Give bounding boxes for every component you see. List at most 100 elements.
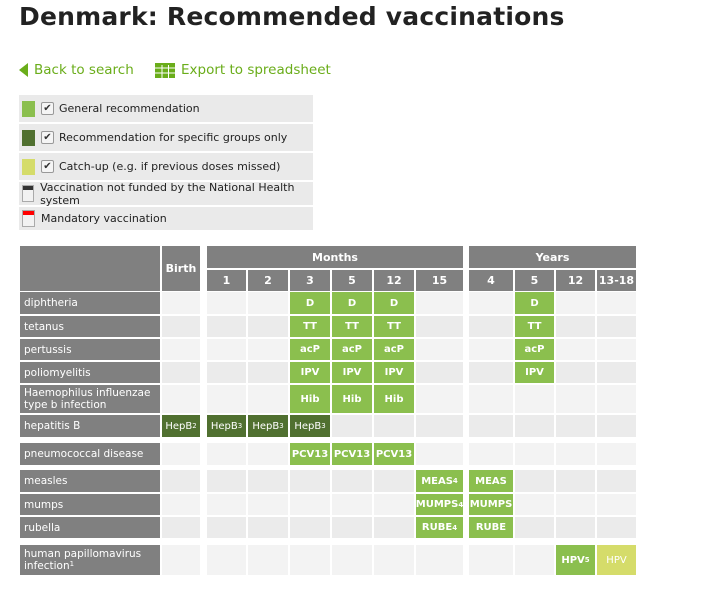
- vaccine-cell-text: RUBE: [421, 522, 453, 533]
- vaccine-cell-text: D: [530, 297, 539, 309]
- vaccine-cell: D: [374, 292, 414, 314]
- spreadsheet-icon: [155, 62, 175, 78]
- empty-cell: [469, 316, 513, 337]
- empty-cell: [597, 494, 636, 515]
- vaccine-cell: PCV13: [332, 443, 372, 465]
- header-years: Years: [469, 246, 636, 268]
- vaccine-cell: TT: [374, 316, 414, 337]
- vaccine-cell-text: D: [347, 297, 357, 309]
- vaccine-cell: IPV: [374, 362, 414, 383]
- vaccine-cell-text: HPV: [606, 554, 627, 566]
- empty-cell: [515, 517, 554, 538]
- vaccine-cell-text: TT: [527, 321, 542, 332]
- vaccine-cell: HepB 3: [207, 415, 246, 437]
- page-title: Denmark: Recommended vaccinations: [19, 2, 565, 31]
- color-swatch: [22, 129, 35, 146]
- header-col-text: 3: [306, 274, 314, 287]
- empty-cell: [469, 443, 513, 465]
- header-col: 15: [416, 270, 463, 291]
- vaccine-cell: IPV: [515, 362, 554, 383]
- empty-cell: [469, 385, 513, 413]
- header-col: 12: [374, 270, 414, 291]
- vaccine-cell-text: Hib: [384, 393, 404, 405]
- empty-cell: [416, 545, 463, 575]
- vaccine-cell: PCV13: [374, 443, 414, 465]
- empty-cell: [207, 362, 246, 383]
- row-label-haemophilus: Haemophilus influenzae type b infection: [20, 385, 160, 413]
- empty-cell: [248, 545, 288, 575]
- vaccine-cell: MEAS 4: [416, 470, 463, 492]
- header-col: 5: [332, 270, 372, 291]
- vaccine-cell: HepB 3: [290, 415, 330, 437]
- empty-cell: [556, 517, 595, 538]
- checkbox[interactable]: ✔: [41, 102, 54, 115]
- vaccine-cell-text: acP: [524, 344, 545, 355]
- vaccine-cell: HPV 5: [556, 545, 595, 575]
- empty-cell: [332, 494, 372, 515]
- row-label-pertussis: pertussis: [20, 339, 160, 360]
- row-label-haemophilus-text: Haemophilus influenzae type b infection: [24, 387, 151, 411]
- empty-cell: [162, 339, 200, 360]
- empty-cell: [556, 316, 595, 337]
- vaccine-cell-text: MEAS: [475, 475, 507, 487]
- empty-cell: [556, 470, 595, 492]
- legend-item[interactable]: ✔ General recommendation: [19, 95, 313, 122]
- legend-label: Vaccination not funded by the National H…: [40, 180, 295, 207]
- legend-item[interactable]: ✔ Recommendation for specific groups only: [19, 124, 313, 151]
- empty-cell: [597, 292, 636, 314]
- header-col-text: 4: [487, 274, 495, 287]
- export-label: Export to spreadsheet: [181, 62, 331, 78]
- vaccine-cell-text: MUMPS: [469, 499, 513, 510]
- vaccine-cell-text: IPV: [300, 367, 320, 378]
- header-birth-text: Birth: [165, 262, 197, 275]
- empty-cell: [374, 517, 414, 538]
- empty-cell: [416, 443, 463, 465]
- empty-cell: [597, 362, 636, 383]
- empty-cell: [248, 494, 288, 515]
- empty-cell: [207, 470, 246, 492]
- vaccine-cell: TT: [290, 316, 330, 337]
- checkbox[interactable]: ✔: [41, 131, 54, 144]
- header-col: 1: [207, 270, 246, 291]
- vaccine-cell: MUMPS: [469, 494, 513, 515]
- empty-cell: [469, 339, 513, 360]
- vaccine-cell-text: Hib: [342, 393, 362, 405]
- empty-cell: [207, 316, 246, 337]
- vaccine-cell: acP: [515, 339, 554, 360]
- empty-cell: [248, 517, 288, 538]
- row-label-poliomyelitis-text: poliomyelitis: [24, 366, 91, 379]
- empty-cell: [597, 443, 636, 465]
- row-label-hepatitis: hepatitis B: [20, 415, 160, 437]
- header-col-text: 5: [348, 274, 356, 287]
- row-label-tetanus: tetanus: [20, 316, 160, 337]
- legend-label: Catch-up (e.g. if previous doses missed): [59, 160, 281, 173]
- checkbox[interactable]: ✔: [41, 160, 54, 173]
- empty-cell: [374, 470, 414, 492]
- empty-cell: [469, 545, 513, 575]
- export-spreadsheet-link[interactable]: Export to spreadsheet: [155, 62, 331, 78]
- row-label-measles-text: measles: [24, 475, 68, 487]
- empty-cell: [515, 415, 554, 437]
- empty-cell: [416, 362, 463, 383]
- legend-item[interactable]: ✔ Catch-up (e.g. if previous doses missed…: [19, 153, 313, 180]
- empty-cell: [207, 545, 246, 575]
- back-to-search-link[interactable]: Back to search: [19, 62, 134, 78]
- vaccine-cell: HepB 3: [248, 415, 288, 437]
- vaccine-cell-text: IPV: [525, 367, 544, 378]
- vaccine-cell-text: PCV13: [291, 448, 329, 460]
- empty-cell: [469, 292, 513, 314]
- vaccine-cell-text: acP: [383, 344, 404, 355]
- row-label-mumps-text: mumps: [24, 498, 64, 511]
- empty-cell: [290, 470, 330, 492]
- row-label-rubella: rubella: [20, 517, 160, 538]
- vaccine-cell-text: HPV: [561, 554, 585, 566]
- empty-cell: [515, 443, 554, 465]
- vaccine-cell-text: HepB: [165, 420, 193, 432]
- header-col: 12: [556, 270, 595, 291]
- header-col-text: 2: [264, 274, 272, 287]
- vaccine-cell: IPV: [290, 362, 330, 383]
- header-col: 13-18: [597, 270, 636, 291]
- empty-cell: [162, 316, 200, 337]
- vaccine-cell: TT: [332, 316, 372, 337]
- empty-cell: [207, 292, 246, 314]
